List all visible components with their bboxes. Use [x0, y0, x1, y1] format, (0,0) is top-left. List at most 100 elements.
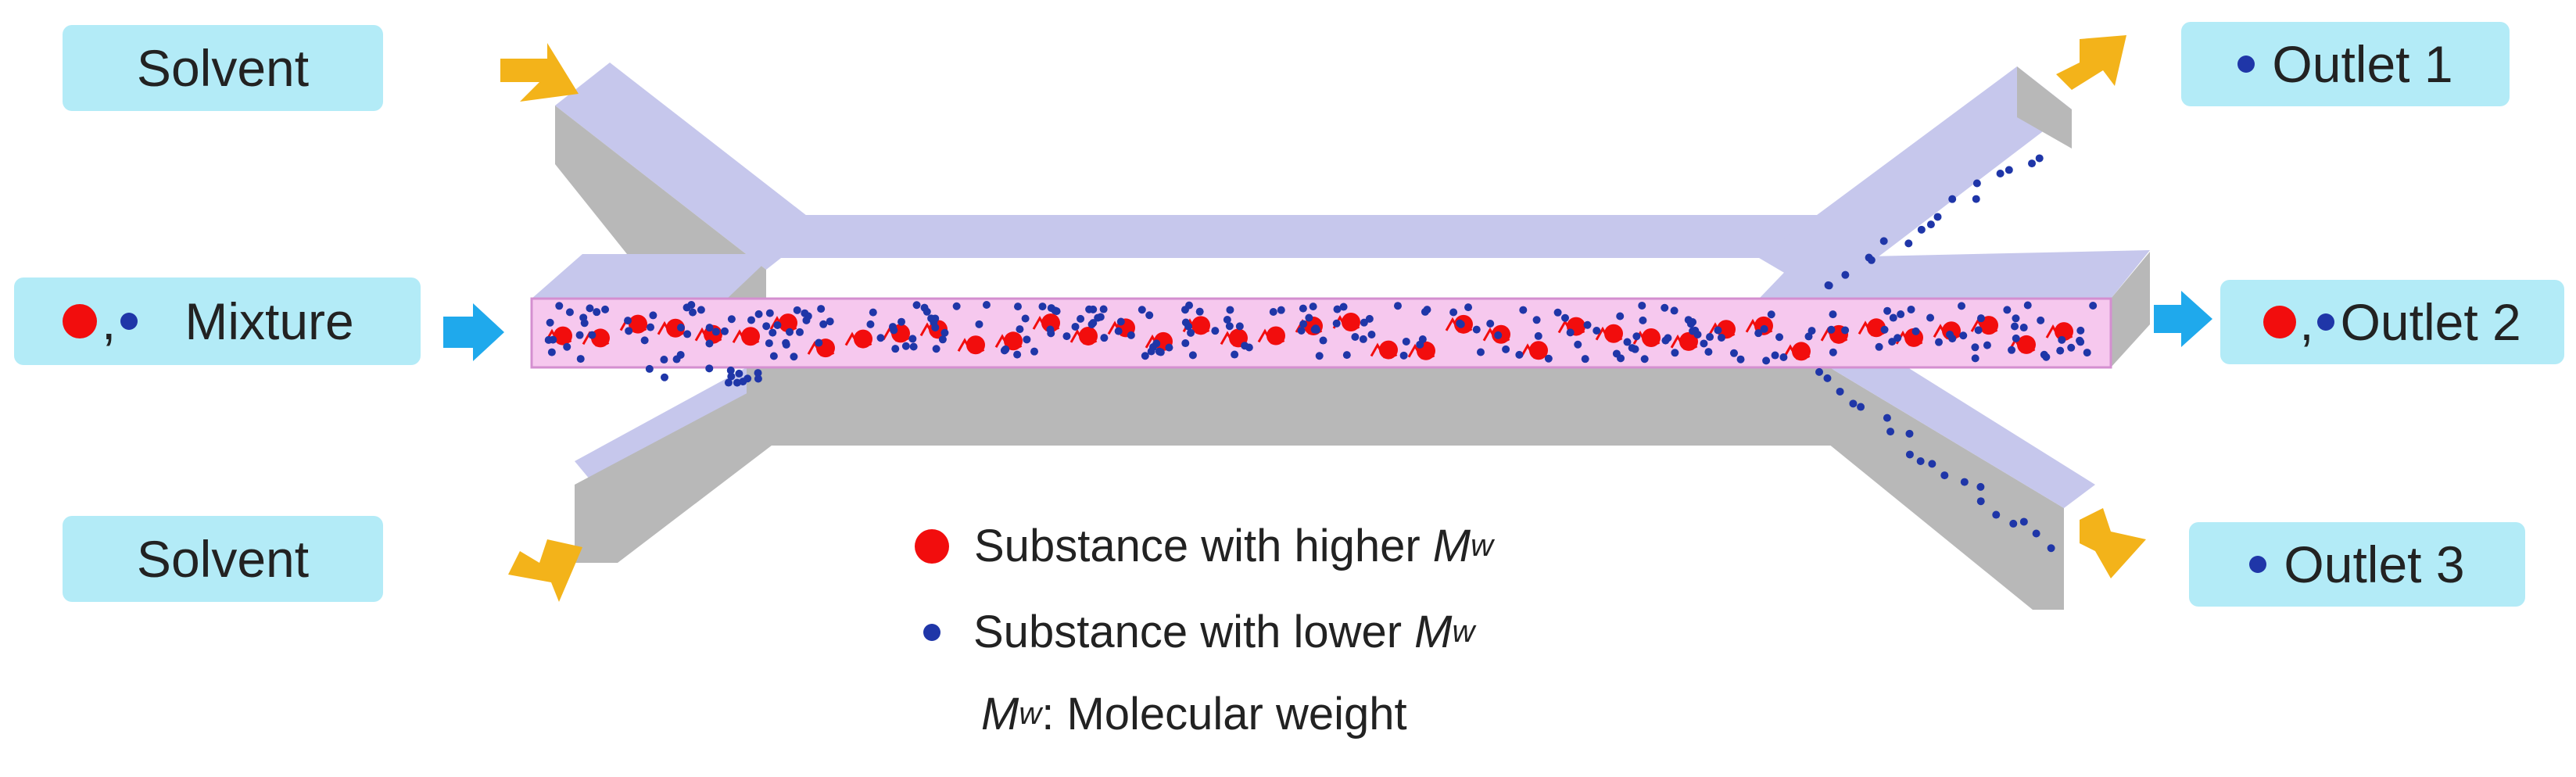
low-mw-particle-icon: [769, 352, 778, 360]
low-mw-particle-icon: [1195, 307, 1204, 316]
low-mw-particle-icon: [1188, 351, 1197, 360]
low-mw-particle-icon: [1181, 306, 1189, 314]
low-mw-particle-icon: [1760, 324, 1768, 333]
low-mw-particle-icon: [1367, 331, 1376, 339]
low-mw-particle-icon: [1661, 336, 1670, 345]
low-mw-particle-icon: [1907, 305, 1915, 313]
mw-symbol: M: [1414, 607, 1453, 657]
low-mw-particle-icon: [1640, 355, 1649, 363]
low-mw-particle-icon: [1841, 326, 1850, 335]
low-mw-particle-icon: [1700, 339, 1708, 348]
low-mw-particle-icon: [1342, 351, 1351, 360]
low-mw-particle-icon: [2009, 519, 2018, 528]
low-mw-particle-icon: [1883, 414, 1891, 422]
mw-subscript: w: [1452, 614, 1475, 649]
low-mw-particle-icon: [1593, 327, 1601, 335]
low-mw-particle-icon: [1638, 301, 1646, 310]
low-mw-particle-icon: [1399, 351, 1408, 360]
low-mw-particle-icon: [2083, 349, 2091, 357]
low-mw-particle-icon: [1823, 374, 1832, 382]
low-mw-particle-icon: [2316, 313, 2334, 331]
low-mw-particle-icon: [1928, 460, 1936, 468]
low-mw-particle-icon: [1339, 303, 1348, 311]
mw-subscript: w: [1019, 696, 1042, 731]
outlet3-text: Outlet 3: [2284, 535, 2465, 593]
low-mw-particle-icon: [2067, 343, 2076, 352]
low-mw-particle-icon: [1360, 318, 1368, 327]
low-mw-particle-icon: [601, 305, 610, 313]
low-mw-particle-icon: [1767, 310, 1775, 319]
mixture-flow-arrow: [443, 303, 504, 361]
mw-symbol: M: [1432, 521, 1471, 571]
lower-left-arm-top: [575, 367, 762, 485]
low-mw-particle-icon: [1030, 347, 1039, 356]
low-mw-particle-icon: [1689, 327, 1697, 335]
high-mw-particle-icon: [1004, 331, 1023, 351]
low-mw-particle-icon: [1071, 322, 1080, 331]
low-mw-particle-icon: [819, 320, 828, 328]
low-mw-particle-icon: [1077, 314, 1085, 323]
low-mw-particle-icon: [1416, 340, 1424, 349]
high-mw-particle-icon: [1267, 326, 1285, 346]
low-mw-particle-icon: [1223, 316, 1231, 324]
legend-definition-text: : Molecular weight: [1041, 689, 1407, 739]
low-mw-particle-icon: [2011, 322, 2019, 331]
low-mw-particle-icon: [1038, 303, 1047, 311]
high-mw-particle-icon: [591, 328, 610, 348]
low-mw-particle-icon: [1023, 335, 1031, 344]
inlet-channel-top: [532, 254, 774, 299]
low-mw-particle-icon: [1319, 336, 1327, 345]
low-mw-particle-icon: [1849, 399, 1858, 408]
mw-symbol: M: [981, 689, 1019, 739]
low-mw-particle-icon: [1094, 313, 1102, 322]
low-mw-particle-icon: [765, 309, 774, 317]
low-mw-particle-icon: [1804, 332, 1813, 341]
low-mw-particle-icon: [1421, 307, 1429, 316]
low-mw-particle-icon: [2056, 346, 2065, 355]
solvent-bottom-text: Solvent: [136, 530, 310, 588]
high-mw-particle-icon: [1529, 341, 1548, 360]
low-mw-particle-icon: [588, 331, 597, 339]
low-mw-particle-icon: [1926, 313, 1935, 322]
low-mw-particle-icon: [1736, 355, 1745, 363]
low-mw-particle-icon: [1332, 319, 1341, 328]
low-mw-particle-icon: [1269, 308, 1277, 317]
low-mw-particle-icon: [1309, 303, 1317, 311]
low-mw-particle-icon: [1486, 320, 1495, 328]
high-mw-particle-icon: [915, 528, 949, 564]
low-mw-particle-icon: [932, 345, 940, 353]
low-mw-particle-icon: [1958, 302, 1966, 310]
high-mw-particle-icon: [1191, 316, 1210, 335]
low-mw-particle-icon: [1114, 327, 1123, 335]
low-mw-particle-icon: [1623, 338, 1632, 346]
high-mw-particle-icon: [1604, 324, 1623, 343]
low-mw-particle-icon: [2035, 154, 2044, 163]
low-mw-particle-icon: [1996, 169, 2005, 177]
low-mw-particle-icon: [1775, 333, 1784, 342]
low-mw-particle-icon: [1087, 320, 1096, 328]
low-mw-particle-icon: [1333, 305, 1342, 313]
low-mw-particle-icon: [931, 314, 940, 323]
high-mw-particle-icon: [1792, 342, 1811, 361]
low-mw-particle-icon: [1566, 328, 1575, 337]
high-mw-particle-icon: [1979, 316, 1998, 335]
low-mw-particle-icon: [1933, 213, 1942, 221]
low-mw-particle-icon: [2019, 517, 2028, 526]
low-mw-particle-icon: [1628, 344, 1636, 353]
low-mw-particle-icon: [1661, 303, 1669, 312]
low-mw-particle-icon: [1051, 306, 1059, 315]
main-channel-top: [747, 215, 1853, 258]
low-mw-particle-icon: [1127, 331, 1135, 339]
low-mw-particle-icon: [1305, 313, 1313, 322]
low-mw-particle-icon: [876, 334, 885, 342]
low-mw-particle-icon: [773, 320, 782, 329]
low-mw-particle-icon: [555, 302, 564, 310]
low-mw-particle-icon: [866, 320, 875, 328]
low-mw-particle-icon: [1904, 239, 1913, 248]
low-mw-particle-icon: [1976, 482, 1985, 491]
outlet1-label: Outlet 1: [2181, 22, 2510, 106]
high-mw-particle-icon: [1041, 313, 1060, 333]
solvent-inlet-arrow: [508, 539, 582, 602]
low-mw-particle-icon: [1948, 335, 1957, 343]
